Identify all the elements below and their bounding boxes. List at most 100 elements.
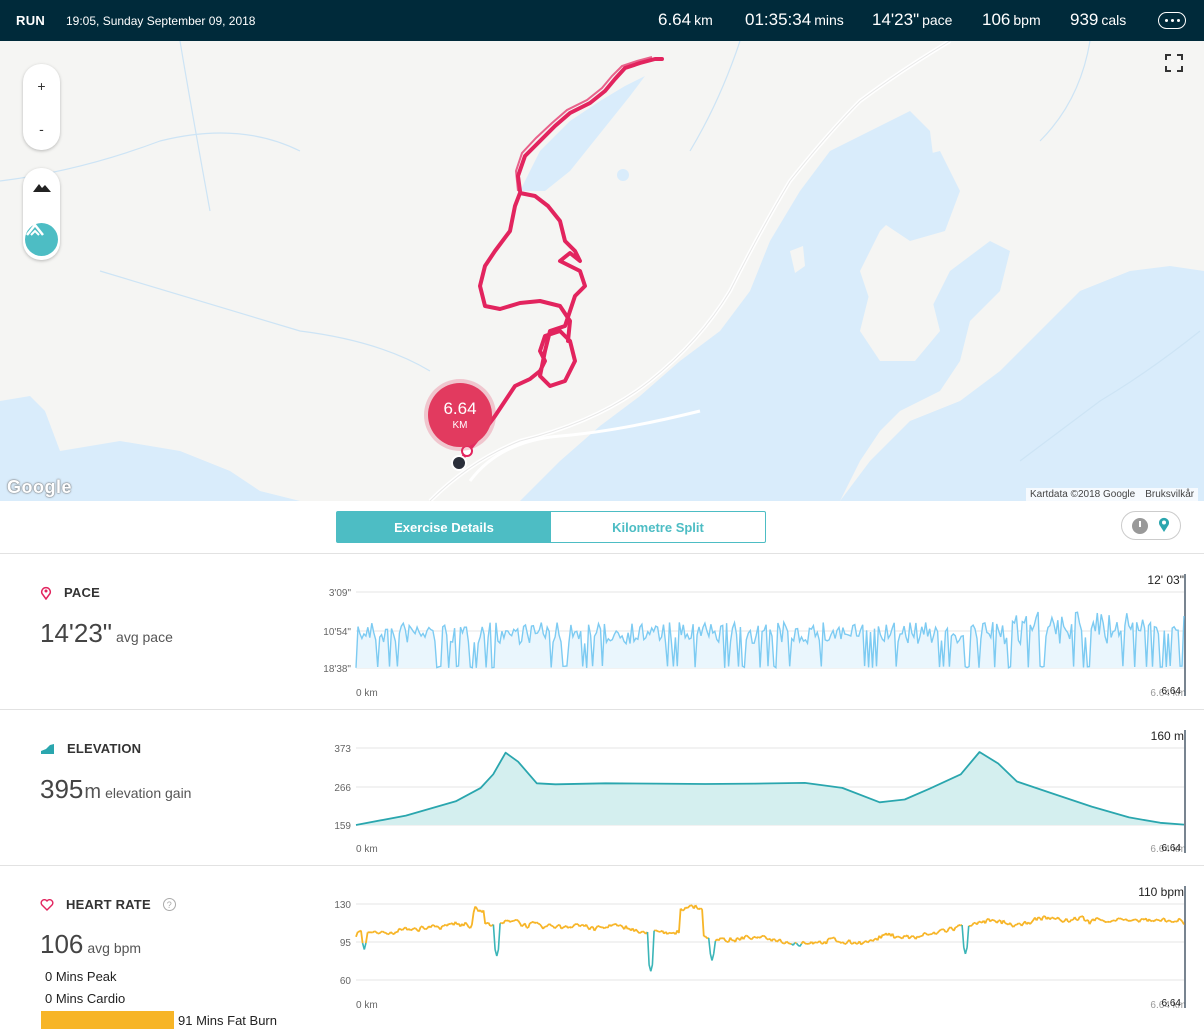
pace-stat: 14'23" pace <box>872 10 952 30</box>
cursor-value: 160 m <box>1151 729 1184 743</box>
x-start-label: 0 km <box>356 688 378 699</box>
calories-value: 939 <box>1070 10 1099 29</box>
map-canvas[interactable] <box>0 41 1204 501</box>
road <box>468 409 701 482</box>
avg-heart-rate-value: 106 <box>40 929 84 959</box>
pond <box>896 373 904 381</box>
attribution-text: Kartdata ©2018 Google <box>1030 489 1136 500</box>
cursor-value: 12' 03" <box>1147 573 1184 587</box>
route-map[interactable]: + - 6.64 KM Google Kartdata ©2018 Google… <box>0 41 1204 501</box>
y-tick-label: 373 <box>334 744 351 755</box>
y-tick-label: 266 <box>334 783 351 794</box>
stream <box>1019 330 1201 462</box>
y-tick-label: 60 <box>340 976 352 987</box>
clock-icon[interactable] <box>1132 518 1148 534</box>
pace-title: PACE <box>64 585 100 600</box>
pace-value: 14'23" <box>872 10 920 29</box>
google-logo: Google <box>7 477 72 497</box>
heart-rate-chart-svg[interactable]: 130 95 60 0 km 6.64 km 110 bpm 6.64 <box>300 882 1200 1012</box>
lake <box>880 151 960 241</box>
avg-pace: 14'23" avg pace <box>40 618 173 649</box>
x-end-label: 6.64 km <box>1150 1000 1186 1011</box>
stream <box>1039 41 1091 142</box>
section-divider <box>0 865 1204 866</box>
stream <box>99 270 431 372</box>
more-dot-icon <box>1170 19 1174 22</box>
elevation-gain-unit: m <box>84 781 102 803</box>
heart-rate-chart[interactable]: 130 95 60 0 km 6.64 km 110 bpm 6.64 <box>300 882 1200 1012</box>
elevation-gain: 395m elevation gain <box>40 774 191 805</box>
pace-chart-svg[interactable]: 3'09" 10'54" 18'38" 0 km 6.64 km 12' 03" 6.64 <box>300 570 1200 700</box>
y-tick-label: 18'38" <box>323 664 351 675</box>
zone-fat-burn: 91 Mins Fat Burn <box>178 1013 277 1028</box>
distance-stat: 6.64 km <box>658 10 713 30</box>
activity-summary-bar: RUN 19:05, Sunday September 09, 2018 6.6… <box>0 0 1204 41</box>
start-point <box>451 455 467 471</box>
calories-unit: cals <box>1101 12 1127 28</box>
elevation-title: ELEVATION <box>67 741 142 756</box>
cursor-distance: 6.64 <box>1162 686 1182 697</box>
pace-section-title: PACE <box>40 585 100 600</box>
map-layer-control <box>23 168 60 260</box>
activity-datetime: 19:05, Sunday September 09, 2018 <box>66 14 256 28</box>
chart-axis-toggle[interactable] <box>1121 511 1181 540</box>
elevation-line <box>355 751 1185 826</box>
island <box>860 281 940 361</box>
pin-shape <box>1159 517 1169 532</box>
pond <box>617 169 629 181</box>
route-layer-button[interactable] <box>25 223 58 256</box>
route-track <box>458 57 664 463</box>
route-track-parallel <box>514 56 653 192</box>
pond <box>909 376 915 382</box>
avg-heart-rate-label: avg bpm <box>87 940 142 956</box>
map-attribution: Kartdata ©2018 Google Bruksvilkår <box>1026 488 1199 501</box>
elevation-gain-value: 395 <box>40 774 84 804</box>
elevation-icon <box>40 743 55 755</box>
pace-unit: pace <box>922 12 953 28</box>
zone-cardio: 0 Mins Cardio <box>45 991 126 1006</box>
zoom-out-button[interactable]: - <box>39 120 44 137</box>
x-end-label: 6.64 km <box>1150 844 1186 855</box>
distance-value: 6.64 <box>658 10 692 29</box>
elevation-section-title: ELEVATION <box>40 741 141 756</box>
route-layer-icon <box>26 223 44 236</box>
elevation-gain-label: elevation gain <box>105 785 192 801</box>
elevation-area <box>356 752 1184 825</box>
zoom-in-button[interactable]: + <box>37 77 46 94</box>
elevation-chart-svg[interactable]: 373 266 159 0 km 6.64 km 160 m 6.64 <box>300 726 1200 856</box>
terms-link[interactable]: Bruksvilkår <box>1145 489 1195 500</box>
heart-rate-stat: 106 bpm <box>982 10 1041 30</box>
fat-burn-bar <box>41 1011 174 1029</box>
x-start-label: 0 km <box>356 844 378 855</box>
heart-rate-line <box>355 904 1185 946</box>
tab-kilometre-split[interactable]: Kilometre Split <box>612 519 704 535</box>
end-point <box>461 445 473 457</box>
marker-unit: KM <box>452 420 468 431</box>
tab-exercise-details[interactable]: Exercise Details <box>337 512 551 542</box>
heart-rate-value: 106 <box>982 10 1011 29</box>
stream <box>689 41 741 152</box>
calories-stat: 939 cals <box>1070 10 1126 30</box>
heart-icon <box>40 898 54 911</box>
duration-value: 01:35:34 <box>745 10 812 29</box>
pace-line <box>355 611 1185 670</box>
lake <box>0 396 300 501</box>
y-tick-label: 159 <box>334 821 351 832</box>
pace-chart[interactable]: 3'09" 10'54" 18'38" 0 km 6.64 km 12' 03" 6.64 <box>300 570 1200 700</box>
distance-unit: km <box>694 12 713 28</box>
avg-pace-label: avg pace <box>116 629 173 645</box>
duration-unit: mins <box>814 12 844 28</box>
distance-marker: 6.64 KM <box>428 383 492 447</box>
heart-rate-title: HEART RATE <box>66 897 151 912</box>
mountain-icon <box>33 184 51 192</box>
avg-heart-rate: 106 avg bpm <box>40 929 141 960</box>
more-options-button[interactable] <box>1158 12 1186 29</box>
help-icon[interactable]: ? <box>162 898 176 911</box>
location-pin-icon[interactable] <box>1158 517 1170 538</box>
zone-peak: 0 Mins Peak <box>45 969 117 984</box>
elevation-chart[interactable]: 373 266 159 0 km 6.64 km 160 m 6.64 <box>300 726 1200 856</box>
details-tabs: Exercise Details Kilometre Split <box>336 511 766 543</box>
lake <box>520 76 645 191</box>
location-pin-icon <box>40 586 52 600</box>
heart-rate-low-line <box>361 923 970 972</box>
